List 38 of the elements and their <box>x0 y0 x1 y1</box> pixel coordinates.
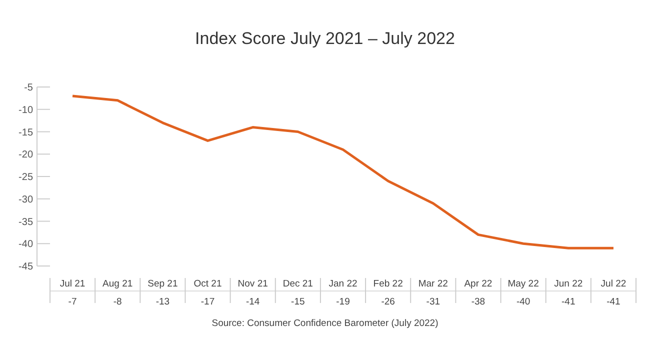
source-note: Source: Consumer Confidence Barometer (July 2022) <box>212 318 438 329</box>
y-tick-label: -25 <box>18 172 34 183</box>
x-tick-label: May 22 <box>508 278 539 290</box>
x-tick-label: Dec 21 <box>282 278 313 290</box>
chart-title: Index Score July 2021 – July 2022 <box>195 29 455 48</box>
y-tick-label: -15 <box>18 127 34 138</box>
x-tick-label: Jan 22 <box>328 278 358 290</box>
x-tick-label: Nov 21 <box>238 278 268 290</box>
data-label: -41 <box>562 296 576 308</box>
y-tick-label: -45 <box>18 262 34 272</box>
data-label: -17 <box>200 296 215 308</box>
y-tick-label: -30 <box>18 194 34 206</box>
data-label: -13 <box>156 296 170 308</box>
x-tick-label: Mar 22 <box>418 278 448 290</box>
y-tick-label: -10 <box>18 104 34 116</box>
data-label: -31 <box>426 296 440 308</box>
data-label: -14 <box>246 296 260 308</box>
data-label: -26 <box>381 296 395 308</box>
line-series <box>71 94 615 250</box>
y-tick-label: -5 <box>24 82 34 94</box>
data-label: -38 <box>471 296 486 308</box>
data-label: -41 <box>606 296 620 308</box>
x-tick-label: Jun 22 <box>554 278 583 290</box>
data-label: -8 <box>113 296 122 308</box>
data-label: -15 <box>291 296 305 308</box>
x-tick-label: Feb 22 <box>373 278 403 290</box>
y-tick-label: -35 <box>18 216 34 228</box>
x-tick-label: Oct 21 <box>194 278 222 290</box>
x-tick-label: Jul 21 <box>60 278 86 290</box>
y-tick-label: -40 <box>18 239 34 250</box>
x-tick-label: Apr 22 <box>464 278 492 290</box>
x-tick-label: Jul 22 <box>600 278 626 290</box>
data-label: -19 <box>336 296 350 308</box>
x-tick-label: Sep 21 <box>148 278 178 290</box>
data-label: -40 <box>516 296 530 308</box>
y-tick-label: -20 <box>18 150 34 161</box>
data-label: -7 <box>68 296 77 308</box>
x-tick-label: Aug 21 <box>102 278 133 290</box>
